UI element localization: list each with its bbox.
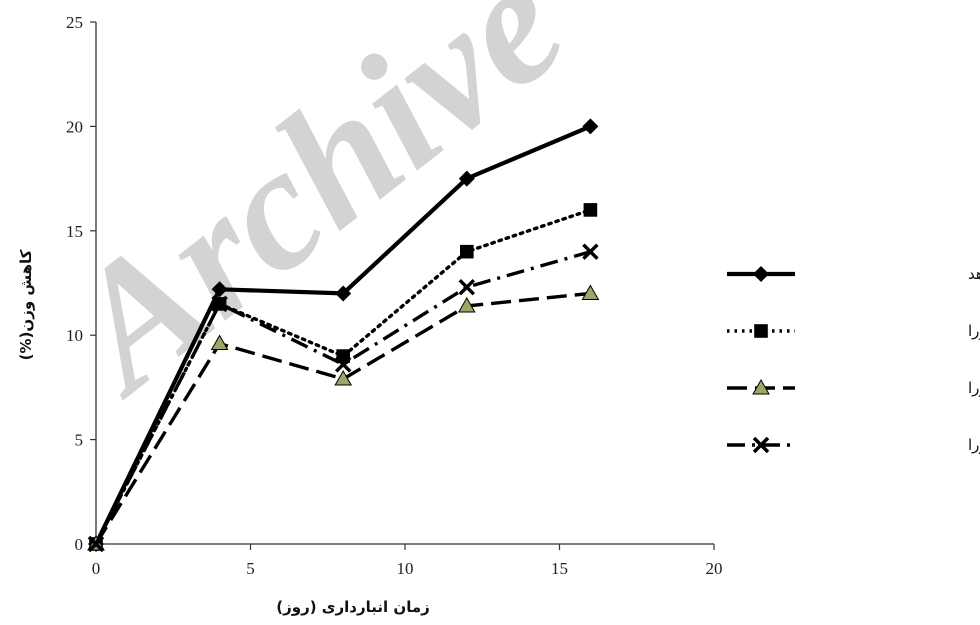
x-tick-label-4: 20 [706,559,723,578]
legend-item-4-marker [752,436,770,454]
legend-item-3-label: ۴۰ درصد ژل آلوئه ورا [968,379,980,397]
y-tick-label-4: 20 [66,117,83,136]
watermark: Archive [26,0,598,431]
x-tick-label-0: 0 [92,559,101,578]
y-axis-title: کاهش وزن(%) [17,249,35,360]
y-tick-label-2: 10 [66,326,83,345]
x-tick-label-3: 15 [551,559,568,578]
series-4-point-4-stroke-b [582,243,599,260]
series-1-point-4 [582,118,599,135]
legend-item-1-marker [753,266,769,282]
y-tick-label-3: 15 [66,222,83,241]
series-4-line [94,250,591,545]
y-tick-label-0: 0 [75,535,84,554]
legend-item-2: ۱۰ درصد ژل آلوئه ورا [727,322,980,340]
legend-item-1-label: شاهد [968,265,980,283]
series-2-point-3 [460,244,474,259]
series-3-point-2 [334,370,353,386]
legend-item-2-marker [754,324,768,338]
legend-item-4-label: ۷۰ درصد ژل آلوئه ورا [968,436,980,454]
legend-item-3-marker [752,378,770,395]
legend-item-3: ۴۰ درصد ژل آلوئه ورا [727,378,980,397]
legend: شاهد ۱۰ درصد ژل آلوئه ورا ۴۰ درصد ژل آلوئه… [727,265,980,454]
series-4-point-2 [334,356,352,373]
series-3-point-4 [581,284,600,300]
legend-item-1: شاهد [727,265,980,283]
x-tick-label-2: 10 [397,559,414,578]
series-4-point-0 [87,535,105,553]
legend-item-4-marker-stroke-b [752,436,770,454]
series-4 [87,243,599,553]
series-1-point-3 [458,170,475,187]
series-4-point-1-stroke-b [211,295,228,313]
series-4-point-3-stroke-b [458,278,476,296]
y-tick-label-1: 5 [75,431,84,450]
series-4-point-2-stroke-b [334,356,352,373]
legend-item-4: ۷۰ درصد ژل آلوئه ورا [727,436,980,454]
series-3-point-3 [457,296,476,313]
series-4-point-4 [582,243,599,260]
series-3-point-1 [210,334,229,351]
legend-item-2-label: ۱۰ درصد ژل آلوئه ورا [968,322,980,340]
x-tick-label-1: 5 [246,559,255,578]
series-group [87,118,600,553]
x-axis-title: زمان انبارداری (روز) [276,598,430,616]
series-1-point-2 [335,285,352,302]
series-4-point-3 [458,278,476,296]
series-1 [88,118,599,552]
series-4-point-0-stroke-b [87,535,105,553]
y-tick-label-5: 25 [66,13,83,32]
series-4-point-1 [211,295,228,313]
ticks: 0 5 10 15 20 25 0 5 10 15 20 [66,13,723,578]
series-1-point-1 [211,281,228,298]
series-2-point-4 [583,203,598,217]
